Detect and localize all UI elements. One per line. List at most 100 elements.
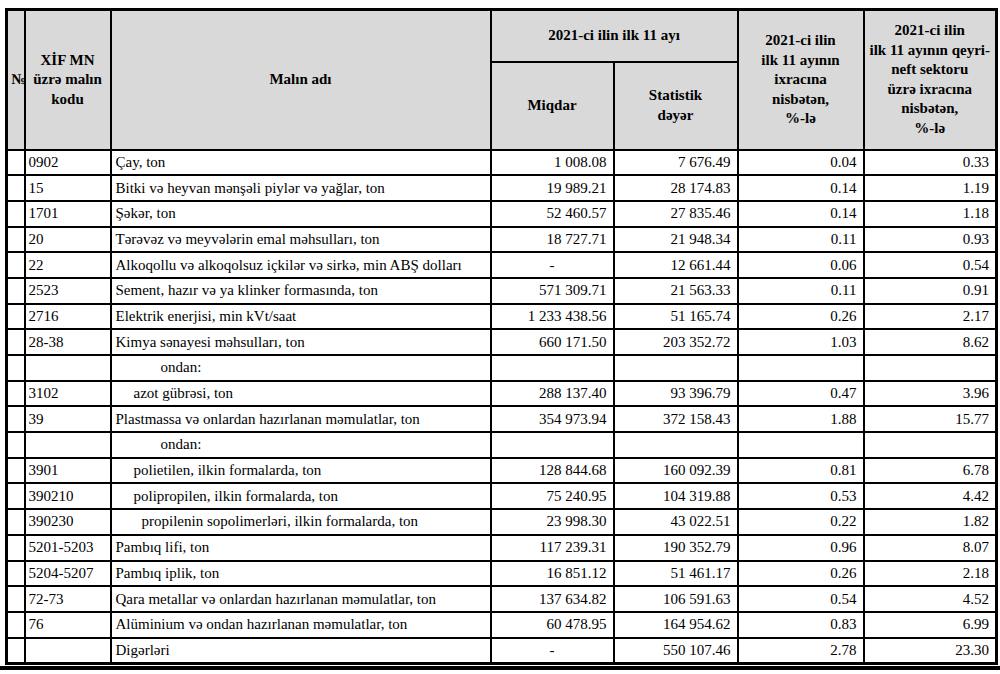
table-row: 28-38Kimya sənayesi məhsulları, ton660 1…	[7, 329, 997, 355]
quantity-cell: 16 851.12	[491, 561, 614, 587]
quantity-cell: 288 137.40	[491, 381, 614, 407]
bottom-divider	[0, 666, 1000, 670]
table-row: 76Alüminium və ondan hazırlanan məmulatl…	[7, 612, 997, 638]
table-body: 0902Çay, ton1 008.087 676.490.040.3315Bi…	[7, 150, 997, 664]
share-of-exports-cell: 0.14	[738, 175, 864, 201]
row-number-cell	[7, 329, 25, 355]
row-number-cell	[7, 201, 25, 227]
share-of-nonoil-cell: 1.19	[864, 175, 997, 201]
share-of-exports-cell: 0.83	[738, 612, 864, 638]
quantity-cell	[491, 355, 614, 381]
row-number-cell	[7, 483, 25, 509]
share-of-exports-cell: 0.47	[738, 381, 864, 407]
statistical-value-cell: 160 092.39	[614, 458, 738, 484]
commodity-code-cell: 22	[25, 252, 111, 278]
commodity-name-cell: Tərəvəz və meyvələrin emal məhsulları, t…	[111, 227, 491, 253]
quantity-cell: 571 309.71	[491, 278, 614, 304]
statistical-value-cell	[614, 432, 738, 458]
share-of-exports-cell: 0.96	[738, 535, 864, 561]
share-of-nonoil-cell: 6.99	[864, 612, 997, 638]
row-number-cell	[7, 561, 25, 587]
commodity-code-cell: 5204-5207	[25, 561, 111, 587]
table-row: 390230propilenin sopolimerləri, ilkin fo…	[7, 509, 997, 535]
share-of-nonoil-cell: 4.42	[864, 483, 997, 509]
row-number-cell	[7, 458, 25, 484]
commodity-name-cell: Bitki və heyvan mənşəli piylər və yağlar…	[111, 175, 491, 201]
export-statistics-table: № XİF MN üzrə malın kodu Malın adı 2021-…	[5, 8, 998, 665]
column-header-share-of-nonoil-exports: 2021-ci ilin ilk 11 ayının qeyri- neft s…	[864, 10, 997, 150]
row-number-cell	[7, 406, 25, 432]
commodity-name-cell: ondan:	[111, 432, 491, 458]
commodity-code-cell: 2716	[25, 304, 111, 330]
quantity-cell: 23 998.30	[491, 509, 614, 535]
commodity-name-cell: Şəkər, ton	[111, 201, 491, 227]
row-number-cell	[7, 278, 25, 304]
quantity-cell: 117 239.31	[491, 535, 614, 561]
share-of-exports-cell: 1.88	[738, 406, 864, 432]
table-row: 39Plastmassa və onlardan hazırlanan məmu…	[7, 406, 997, 432]
share-of-exports-cell	[738, 355, 864, 381]
commodity-name-cell: Qara metallar və onlardan hazırlanan məm…	[111, 586, 491, 612]
share-of-exports-cell: 0.22	[738, 509, 864, 535]
row-number-cell	[7, 227, 25, 253]
table-row: 2523Sement, hazır və ya klinker formasın…	[7, 278, 997, 304]
table-row: 5201-5203Pambıq lifi, ton117 239.31190 3…	[7, 535, 997, 561]
share-of-exports-cell: 0.06	[738, 252, 864, 278]
share-of-exports-cell: 2.78	[738, 638, 864, 664]
commodity-code-cell: 72-73	[25, 586, 111, 612]
commodity-code-cell: 5201-5203	[25, 535, 111, 561]
quantity-cell: 18 727.71	[491, 227, 614, 253]
statistical-value-cell: 12 661.44	[614, 252, 738, 278]
share-of-exports-cell: 0.04	[738, 150, 864, 176]
statistical-value-cell: 550 107.46	[614, 638, 738, 664]
table-row: 0902Çay, ton1 008.087 676.490.040.33	[7, 150, 997, 176]
commodity-name-cell: Pambıq lifi, ton	[111, 535, 491, 561]
column-header-period-group: 2021-ci ilin ilk 11 ayı	[491, 10, 738, 62]
table-row: Digərləri-550 107.462.7823.30	[7, 638, 997, 664]
quantity-cell: 354 973.94	[491, 406, 614, 432]
row-number-cell	[7, 509, 25, 535]
share-of-nonoil-cell: 15.77	[864, 406, 997, 432]
column-header-quantity: Miqdar	[491, 62, 614, 150]
row-number-cell	[7, 612, 25, 638]
statistical-value-cell	[614, 355, 738, 381]
table-row: 1701Şəkər, ton52 460.5727 835.460.141.18	[7, 201, 997, 227]
statistical-value-cell: 106 591.63	[614, 586, 738, 612]
share-of-exports-cell: 0.26	[738, 561, 864, 587]
commodity-code-cell: 28-38	[25, 329, 111, 355]
table-row: 15Bitki və heyvan mənşəli piylər və yağl…	[7, 175, 997, 201]
row-number-cell	[7, 252, 25, 278]
commodity-name-cell: Digərləri	[111, 638, 491, 664]
share-of-exports-cell: 0.26	[738, 304, 864, 330]
commodity-code-cell: 76	[25, 612, 111, 638]
table-row: 5204-5207Pambıq iplik, ton16 851.1251 46…	[7, 561, 997, 587]
quantity-cell: 137 634.82	[491, 586, 614, 612]
quantity-cell: 52 460.57	[491, 201, 614, 227]
column-header-share-of-exports: 2021-ci ilin ilk 11 ayının ixracına nisb…	[738, 10, 864, 150]
share-of-nonoil-cell	[864, 355, 997, 381]
commodity-code-cell: 20	[25, 227, 111, 253]
statistical-value-cell: 28 174.83	[614, 175, 738, 201]
statistical-value-cell: 190 352.79	[614, 535, 738, 561]
share-of-nonoil-cell: 23.30	[864, 638, 997, 664]
row-number-cell	[7, 150, 25, 176]
statistical-value-cell: 51 165.74	[614, 304, 738, 330]
table-row: ondan:	[7, 432, 997, 458]
row-number-cell	[7, 535, 25, 561]
commodity-code-cell: 2523	[25, 278, 111, 304]
statistical-value-cell: 27 835.46	[614, 201, 738, 227]
commodity-name-cell: Sement, hazır və ya klinker formasında, …	[111, 278, 491, 304]
row-number-cell	[7, 355, 25, 381]
statistical-value-cell: 164 954.62	[614, 612, 738, 638]
quantity-cell: 1 008.08	[491, 150, 614, 176]
row-number-cell	[7, 432, 25, 458]
row-number-cell	[7, 381, 25, 407]
quantity-cell: 75 240.95	[491, 483, 614, 509]
table-row: 22Alkoqollu və alkoqolsuz içkilər və sir…	[7, 252, 997, 278]
share-of-nonoil-cell: 6.78	[864, 458, 997, 484]
quantity-cell	[491, 432, 614, 458]
row-number-cell	[7, 175, 25, 201]
commodity-code-cell: 39	[25, 406, 111, 432]
commodity-code-cell	[25, 432, 111, 458]
column-header-statistical-value: Statistik dəyər	[614, 62, 738, 150]
